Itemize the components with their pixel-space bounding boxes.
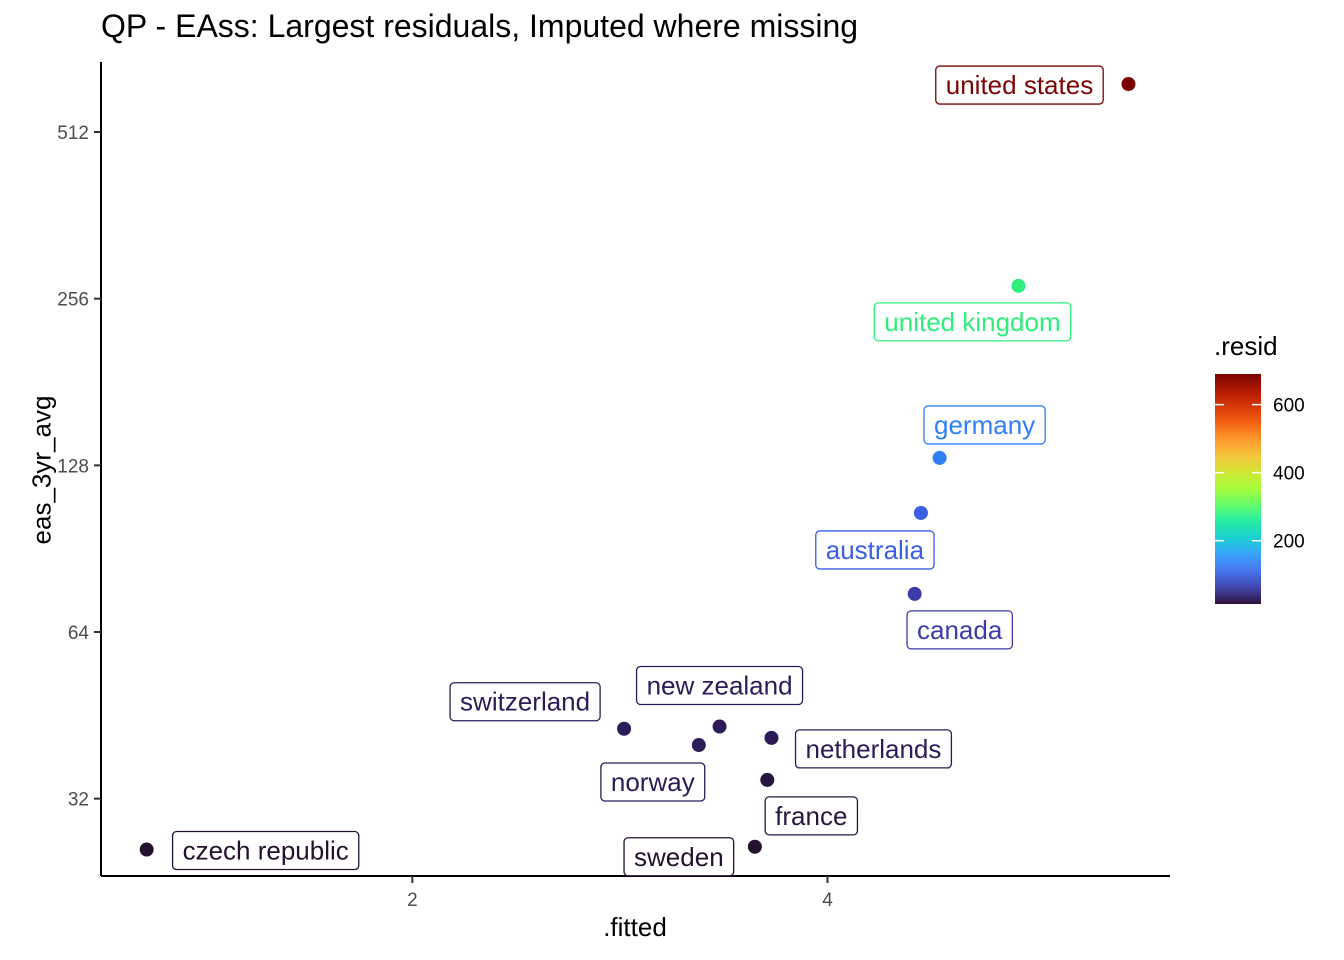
y-tick-label: 256 (57, 290, 89, 311)
data-point (712, 719, 727, 734)
point-label-box (873, 302, 1072, 342)
point-label: united kingdom (884, 307, 1060, 337)
point-label-box (449, 682, 601, 722)
y-tick-label: 512 (57, 123, 89, 144)
point-label: canada (917, 615, 1003, 645)
point-label: new zealand (647, 671, 793, 701)
point-label: sweden (634, 842, 724, 872)
point-label: australia (826, 535, 925, 565)
data-point (764, 730, 779, 745)
legend-title: .resid (1214, 331, 1278, 361)
data-point (760, 772, 775, 787)
chart-title: QP - EAss: Largest residuals, Imputed wh… (101, 8, 859, 44)
data-point (913, 505, 928, 520)
color-bar-tick-label: 600 (1273, 396, 1305, 417)
color-bar-tick-label: 200 (1273, 532, 1305, 553)
point-label-box (794, 729, 953, 769)
color-bar-tick-label: 400 (1273, 464, 1305, 485)
point-label-box (635, 665, 804, 706)
data-point (617, 721, 632, 736)
point-label: norway (611, 767, 695, 797)
point-label-box (935, 65, 1104, 105)
point-label-box (906, 610, 1013, 650)
point-label: netherlands (806, 734, 942, 764)
y-tick-label: 64 (68, 623, 90, 644)
point-label: germany (934, 410, 1035, 440)
y-tick-label: 128 (57, 456, 89, 477)
point-label: france (775, 801, 847, 831)
point-label-box (815, 530, 935, 570)
point-label-box (171, 830, 360, 871)
x-tick-label: 4 (822, 890, 833, 911)
x-tick-label: 2 (407, 890, 418, 911)
data-point (932, 450, 947, 465)
point-label: united states (946, 70, 1093, 100)
data-point (1121, 77, 1136, 92)
y-tick-label: 32 (68, 790, 89, 811)
point-label-box (623, 837, 735, 877)
point-label: czech republic (183, 836, 349, 866)
data-point (139, 842, 154, 857)
data-point (747, 839, 762, 854)
data-point (907, 586, 922, 601)
point-label: switzerland (460, 687, 590, 717)
point-label-box (600, 762, 706, 802)
color-bar (1215, 374, 1261, 604)
point-label-box (764, 796, 859, 836)
data-point (1011, 278, 1026, 293)
data-point (691, 738, 706, 753)
point-label-box (923, 405, 1046, 445)
x-axis-label: .fitted (603, 912, 667, 942)
y-axis-label: eas_3yr_avg (26, 395, 57, 545)
